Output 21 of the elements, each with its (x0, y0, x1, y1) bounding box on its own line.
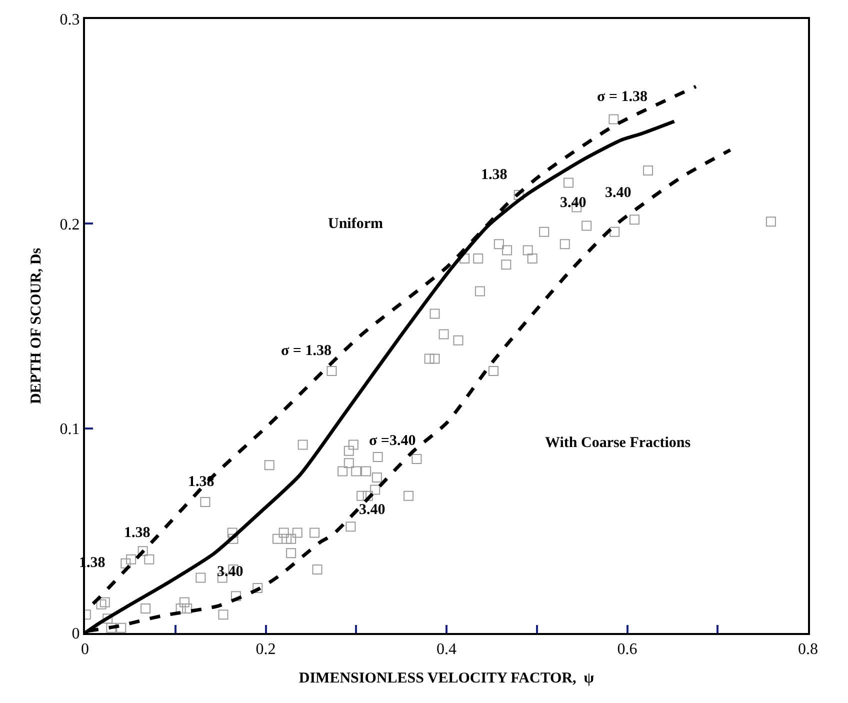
annotation: 3.40 (560, 195, 586, 211)
x-tick-label: 0.6 (617, 641, 638, 658)
x-tick-label: 0.2 (256, 641, 276, 658)
y-tick-label: 0.1 (60, 420, 80, 438)
y-axis-title: DEPTH OF SCOUR, Ds (28, 248, 45, 404)
x-tick-label: 0.8 (798, 641, 818, 658)
annotation: With Coarse Fractions (545, 435, 691, 451)
y-tick-label: 0 (72, 626, 80, 643)
annotation: 1.38 (124, 525, 150, 541)
y-tick-label: 0.2 (60, 216, 80, 234)
annotation: 3.40 (217, 564, 244, 580)
annotation: Uniform (328, 216, 384, 232)
annotation: σ = 1.38 (597, 89, 648, 105)
annotation: 3.40 (359, 502, 386, 518)
x-tick-label: 0.4 (436, 641, 456, 658)
annotation: 3.40 (605, 185, 632, 201)
annotation: σ = 1.38 (281, 343, 332, 359)
annotation: 1.38 (481, 167, 508, 183)
x-axis-title: DIMENSIONLESS VELOCITY FACTOR, ψ (298, 670, 595, 687)
annotation: σ =3.40 (369, 433, 416, 449)
y-tick-label: 0.3 (60, 12, 80, 29)
